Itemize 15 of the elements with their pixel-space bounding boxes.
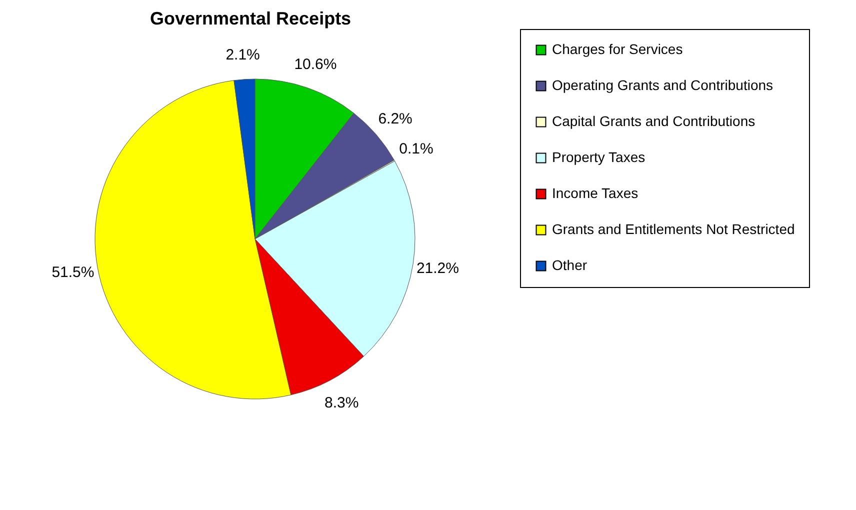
legend-label: Operating Grants and Contributions	[552, 77, 774, 93]
data-label: 6.2%	[378, 110, 412, 128]
legend-label: Other	[552, 257, 588, 273]
data-label: 8.3%	[324, 394, 359, 412]
legend-label: Capital Grants and Contributions	[552, 113, 756, 129]
data-label: 0.1%	[399, 140, 434, 158]
legend-label: Property Taxes	[552, 149, 646, 165]
legend-label: Charges for Services	[552, 41, 683, 57]
legend-label: Income Taxes	[552, 185, 638, 201]
data-label: 10.6%	[294, 56, 337, 74]
data-label: 2.1%	[226, 46, 260, 64]
data-label: 21.2%	[416, 260, 459, 277]
legend-label: Grants and Entitlements Not Restricted	[552, 221, 795, 237]
data-label: 51.5%	[52, 264, 94, 281]
chart-title: Governmental Receipts	[150, 8, 352, 28]
